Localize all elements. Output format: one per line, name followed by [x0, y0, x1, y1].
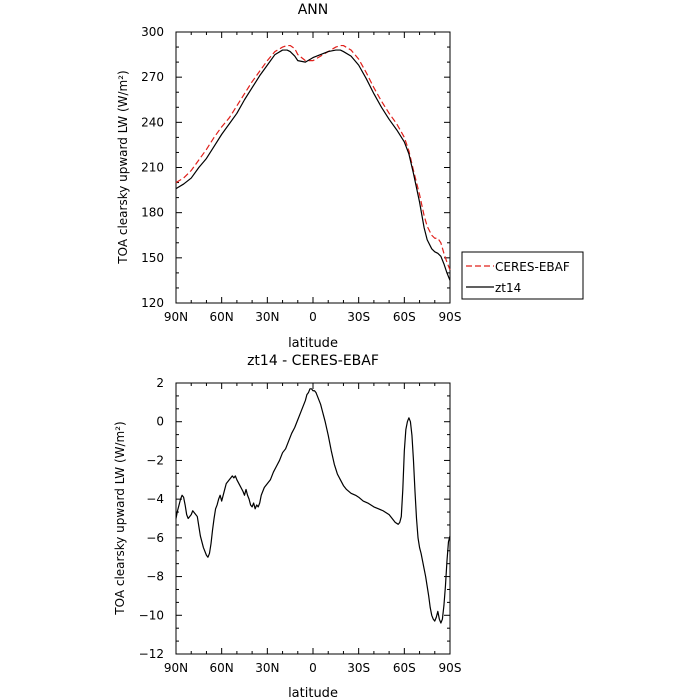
y-axis-label: TOA clearsky upward LW (W/m²) — [116, 70, 130, 264]
y-tick-label: −6 — [146, 531, 164, 545]
plot-area — [175, 388, 451, 624]
plot-frame — [175, 31, 451, 304]
series-line-zt14 — [175, 49, 451, 281]
x-tick-label: 60S — [393, 310, 416, 324]
y-tick-label: 2 — [156, 376, 164, 390]
legend: CERES-EBAF zt14 — [461, 251, 584, 300]
series-line-zt14 — [175, 388, 451, 624]
plot-area — [175, 44, 451, 281]
x-axis-label: latitude — [288, 336, 338, 351]
y-tick-label: −4 — [146, 492, 164, 506]
y-axis: 120 150 180 210 240 270 300 — [141, 25, 450, 310]
y-tick-label: −12 — [139, 647, 164, 661]
x-tick-label: 60S — [393, 661, 416, 675]
legend-label-ceres-ebaf: CERES-EBAF — [495, 260, 570, 274]
x-tick-label: 30S — [347, 310, 370, 324]
y-tick-label: 150 — [141, 251, 164, 265]
chart-title: zt14 - CERES-EBAF — [247, 353, 379, 369]
panel-annual-mean: ANN 90N 60N 30N 0 30S 60S 90S 120 150 180 210 240 2… — [116, 2, 584, 351]
legend-label-zt14: zt14 — [495, 281, 521, 295]
x-axis: 90N 60N 30N 0 30S 60S 90S — [164, 32, 462, 324]
x-tick-label: 30N — [255, 661, 279, 675]
x-tick-label: 90S — [439, 661, 462, 675]
legend-box — [461, 251, 584, 300]
plot-frame — [175, 382, 451, 655]
y-tick-label: −8 — [146, 570, 164, 584]
x-tick-label: 90N — [164, 310, 188, 324]
x-axis: 90N 60N 30N 0 30S 60S 90S — [164, 383, 462, 675]
y-axis: −12 −10 −8 −6 −4 −2 0 2 — [139, 376, 450, 661]
y-tick-label: 240 — [141, 115, 164, 129]
y-tick-label: 270 — [141, 70, 164, 84]
y-tick-label: 210 — [141, 161, 164, 175]
y-tick-label: −10 — [139, 608, 164, 622]
y-axis-label: TOA clearsky upward LW (W/m²) — [113, 421, 127, 615]
y-tick-label: −2 — [146, 453, 164, 467]
y-tick-label: 0 — [156, 415, 164, 429]
y-tick-label: 300 — [141, 25, 164, 39]
x-axis-label: latitude — [288, 686, 338, 700]
x-tick-label: 60N — [210, 310, 234, 324]
chart-title: ANN — [298, 2, 329, 18]
x-tick-label: 60N — [210, 661, 234, 675]
x-tick-label: 90N — [164, 661, 188, 675]
y-tick-label: 120 — [141, 296, 164, 310]
x-tick-label: 0 — [309, 661, 317, 675]
x-tick-label: 0 — [309, 310, 317, 324]
series-line-ceres-ebaf — [175, 44, 451, 271]
x-tick-label: 30S — [347, 661, 370, 675]
y-tick-label: 180 — [141, 206, 164, 220]
x-tick-label: 30N — [255, 310, 279, 324]
panel-difference: zt14 - CERES-EBAF 90N 60N 30N 0 30S 60S 90S −1… — [113, 353, 461, 700]
x-tick-label: 90S — [439, 310, 462, 324]
